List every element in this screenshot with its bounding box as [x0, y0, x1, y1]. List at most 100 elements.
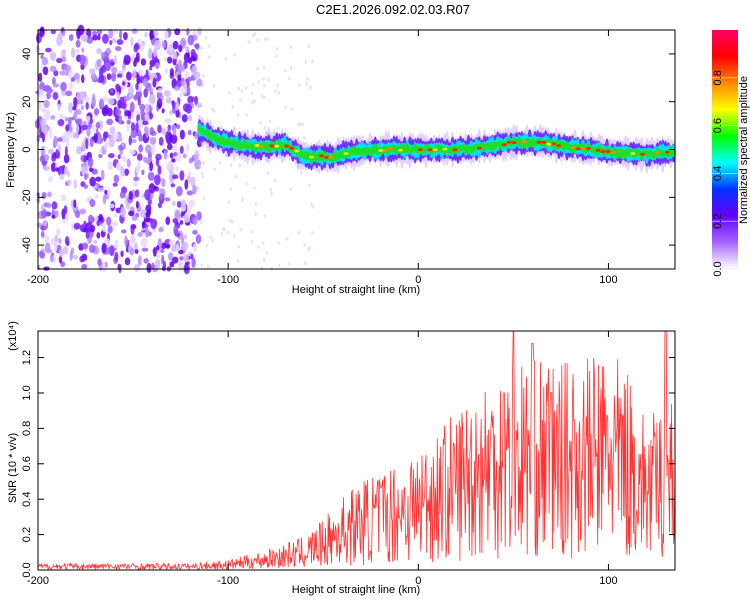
noise-cell	[187, 129, 192, 136]
noise-cell	[300, 170, 303, 175]
noise-cell	[254, 202, 258, 207]
noise-cell	[162, 260, 167, 272]
ridge-peak-cell	[254, 144, 260, 147]
noise-cell	[186, 27, 190, 36]
noise-cell	[84, 173, 88, 181]
noise-cell	[142, 120, 149, 126]
noise-cell	[152, 47, 158, 58]
noise-cell	[185, 45, 190, 53]
noise-cell	[138, 144, 144, 153]
noise-cell	[267, 78, 270, 82]
noise-cell	[42, 165, 50, 172]
noise-cell	[172, 50, 177, 60]
noise-cell	[148, 183, 156, 194]
noise-cell	[108, 137, 115, 148]
noise-cell	[191, 65, 198, 76]
ridge-peak-cell	[580, 146, 586, 150]
noise-cell	[187, 205, 191, 217]
ridge-peak-cell	[551, 142, 557, 146]
noise-cell	[86, 126, 91, 137]
noise-cell	[192, 229, 198, 235]
noise-cell	[175, 243, 180, 253]
noise-cell	[123, 54, 131, 65]
ridge-peak-cell	[269, 144, 275, 148]
noise-cell	[156, 245, 160, 251]
noise-cell	[73, 199, 77, 209]
noise-cell	[113, 55, 117, 64]
noise-cell	[184, 215, 190, 223]
noise-cell	[223, 227, 226, 231]
noise-cell	[180, 199, 186, 210]
noise-cell	[113, 243, 119, 249]
noise-cell	[265, 251, 269, 256]
ridge-peak-cell	[630, 152, 636, 155]
noise-cell	[158, 227, 164, 233]
noise-cell	[289, 45, 293, 50]
noise-cell	[179, 256, 184, 261]
noise-cell	[106, 216, 112, 226]
noise-cell	[82, 242, 89, 250]
noise-cell	[101, 222, 107, 233]
noise-cell	[143, 88, 148, 98]
noise-cell	[174, 210, 181, 219]
noise-cell	[137, 232, 143, 238]
noise-cell	[64, 236, 70, 245]
ridge-peak-cell	[610, 150, 616, 154]
noise-cell	[147, 171, 155, 181]
noise-cell	[94, 194, 99, 199]
noise-cell	[100, 98, 105, 109]
noise-cell	[307, 247, 311, 252]
noise-cell	[98, 74, 105, 83]
noise-cell	[130, 122, 136, 131]
noise-cell	[207, 55, 211, 59]
noise-cell	[277, 91, 281, 95]
noise-cell	[181, 113, 188, 123]
noise-cell	[140, 42, 145, 48]
snr-panel: -200 -100 0 100 0.0 0.2 0.4 0.6 0.8 1.0 1.2 Height…	[7, 321, 676, 596]
noise-cell	[70, 77, 75, 82]
noise-cell	[115, 46, 122, 52]
noise-cell	[273, 178, 277, 183]
noise-cell	[169, 110, 173, 116]
noise-cell	[200, 46, 203, 51]
noise-cell	[142, 78, 149, 86]
noise-cell	[103, 131, 109, 139]
noise-cell	[270, 191, 273, 196]
noise-cell	[189, 56, 197, 62]
noise-cell	[289, 65, 293, 70]
noise-cell	[259, 121, 262, 125]
noise-cell	[116, 73, 123, 78]
noise-cell	[37, 89, 45, 98]
noise-cell	[115, 132, 119, 139]
colorbar: 0.0 0.2 0.4 0.6 0.8 Normalized spectral ampl…	[712, 30, 750, 277]
noise-cell	[57, 165, 65, 177]
ridge-peak-cell	[343, 152, 349, 155]
noise-cell	[93, 108, 100, 116]
noise-cell	[42, 248, 47, 253]
noise-cell	[61, 56, 67, 63]
noise-cell	[157, 164, 162, 176]
noise-cell	[53, 70, 59, 77]
x-tick-label: -200	[27, 575, 49, 587]
noise-cell	[266, 171, 270, 176]
snr-multiplier: (x10⁴)	[7, 321, 19, 351]
ridge-peak-cell	[388, 147, 393, 151]
noise-cell	[182, 153, 187, 159]
noise-cell	[165, 96, 172, 104]
noise-cell	[187, 34, 195, 46]
noise-cell	[200, 220, 203, 224]
noise-cell	[201, 73, 205, 78]
noise-cell	[161, 108, 165, 114]
noise-cell	[118, 101, 125, 109]
noise-cell	[75, 48, 80, 54]
x-tick-label: -100	[217, 575, 239, 587]
noise-cell	[128, 190, 134, 200]
noise-cell	[175, 186, 183, 197]
noise-cell	[129, 247, 135, 256]
noise-cell	[68, 34, 74, 42]
noise-cell	[200, 263, 203, 268]
noise-cell	[109, 203, 115, 209]
noise-cell	[42, 123, 48, 135]
noise-cell	[118, 114, 123, 125]
noise-cell	[90, 73, 97, 81]
